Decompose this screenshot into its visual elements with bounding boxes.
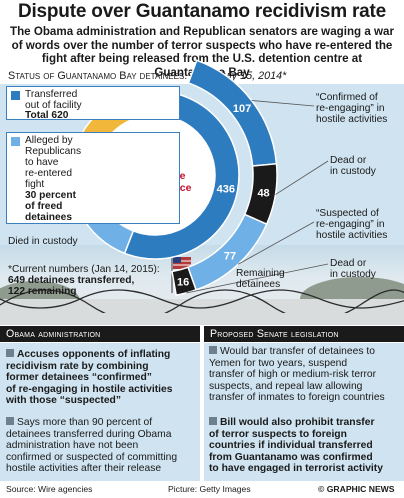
obama-point-1: Accuses opponents of inflating recidivis… <box>6 349 173 407</box>
headline: Dispute over Guantanamo recidivism rate <box>17 1 387 22</box>
subheadline: The Obama administration and Republican … <box>10 25 394 79</box>
label-confirmed-l2: re-engaging” in <box>316 103 385 114</box>
current-note-l1: *Current numbers (Jan 14, 2015): <box>8 264 160 275</box>
label-transferred-value: 436 <box>217 183 235 195</box>
label-suspected-dead-value: 16 <box>177 276 189 288</box>
senate-point-2: Bill would also prohibit transfer of ter… <box>209 417 383 475</box>
obama-p1-line: former detainees “confirmed” <box>6 372 152 384</box>
legend-alleged-b1: 30 percent <box>25 190 76 201</box>
legend-swatch-alleged <box>11 137 20 146</box>
label-confirmed-l1: “Confirmed of <box>316 92 378 103</box>
flag-icon <box>171 253 191 293</box>
senate-panel-heading: Proposed Senate legislation <box>204 326 404 342</box>
legend-died-label: Died in custody <box>8 236 78 247</box>
graphic-news-credit: © GRAPHIC NEWS <box>318 484 395 494</box>
bullet-icon <box>209 346 217 354</box>
slice-transferred-not-alleged <box>123 90 240 260</box>
label-confirmed-value: 107 <box>233 103 251 115</box>
legend-alleged-b3: detainees <box>25 212 72 223</box>
bullet-icon <box>6 417 14 425</box>
legend-alleged-l5: fight <box>25 179 45 190</box>
label-suspected-l2: re-engaging” in <box>316 219 385 230</box>
senate-panel <box>204 343 404 481</box>
legend-remaining-l1: Remaining <box>236 268 285 279</box>
obama-p1-line: of re-engaging in hostile activities <box>6 383 173 395</box>
obama-p2-line: hostile activities after their release <box>6 463 162 475</box>
legend-swatch-transferred <box>11 91 20 100</box>
obama-p2-line: detainees transferred during Obama <box>6 428 172 440</box>
leader-line <box>251 100 315 107</box>
legend-alleged-l4: re-entered <box>25 168 73 179</box>
obama-p2-line: Says more than 90 percent of <box>17 417 153 428</box>
source-note: Source: Wire agencies <box>6 484 93 494</box>
legend-transferred-total: Total 620 <box>25 110 69 121</box>
senate-point-1: Would bar transfer of detainees to Yemen… <box>209 346 385 404</box>
label-confirmed-l3: hostile activities <box>316 114 388 125</box>
obama-p1-line: recidivism rate by combining <box>6 360 149 372</box>
obama-p2-line: confirmed or suspected of committing <box>6 451 178 463</box>
senate-p2-line: of terror suspects to foreign <box>209 428 347 440</box>
obama-panel <box>0 343 200 481</box>
legend-alleged-l2: Republicans <box>25 146 82 157</box>
leader-line <box>237 221 315 265</box>
legend-remaining-l2: detainees <box>236 279 281 290</box>
barbed-wire <box>0 289 404 313</box>
label-suspected-l3: hostile activities <box>316 230 388 241</box>
legend-alleged-l3: to have <box>25 157 59 168</box>
legend-transferred-line1: Transferred <box>25 89 78 100</box>
label-dead2-l1: Dead or <box>330 258 367 269</box>
current-note-l2: 649 detainees transferred, <box>8 275 135 286</box>
label-dead1-l1: Dead or <box>330 155 367 166</box>
senate-p1-line: suspects, and repeal law allowing <box>209 380 363 392</box>
label-confirmed-dead-value: 48 <box>257 188 269 200</box>
senate-p2-line: to have engaged in terrorist activity <box>209 463 383 475</box>
senate-p2-line: countries if individual transferred <box>209 440 373 452</box>
bullet-icon <box>209 417 217 425</box>
senate-p1-line: transfer of high or medium-risk terror <box>209 369 377 381</box>
legend-alleged: Alleged by Republicans to have re-entere… <box>6 132 180 224</box>
senate-p1-line: Would bar transfer of detainees to <box>220 346 375 357</box>
label-suspected-value: 77 <box>224 250 236 262</box>
label-suspected-l1: “Suspected of <box>316 208 379 219</box>
bullet-icon <box>6 349 14 357</box>
section-title-text: Status of Guantanamo Bay detainees: <box>8 70 188 82</box>
label-dead1-l2: in custody <box>330 166 376 177</box>
senate-p1-line: Yemen for two years, suspend <box>209 357 348 369</box>
legend-transferred: Transferred out of facility Total 620 <box>6 86 180 121</box>
obama-point-2: Says more than 90 percent of detainees t… <box>6 417 177 475</box>
senate-p2-line: from Guantanamo was confirmed <box>209 451 373 463</box>
senate-p2-line: Bill would also prohibit transfer <box>220 417 375 428</box>
legend-alleged-b2: of freed <box>25 201 63 212</box>
leader-line <box>186 263 329 294</box>
legend-transferred-line2: out of facility <box>25 100 82 111</box>
current-note-l3: 122 remaining <box>8 286 77 297</box>
legend-alleged-l1: Alleged by <box>25 135 73 146</box>
label-dead2-l2: in custody <box>330 269 376 280</box>
obama-p2-line: administration have not been <box>6 440 139 452</box>
obama-panel-heading: Obama administration <box>0 326 200 342</box>
picture-credit: Picture: Getty Images <box>168 484 251 494</box>
senate-p1-line: transfer of inmates to foreign countries <box>209 392 385 404</box>
obama-p1-line: with those “suspected” <box>6 395 122 407</box>
obama-p1-line: Accuses opponents of inflating <box>17 349 171 360</box>
leader-line <box>275 160 329 195</box>
